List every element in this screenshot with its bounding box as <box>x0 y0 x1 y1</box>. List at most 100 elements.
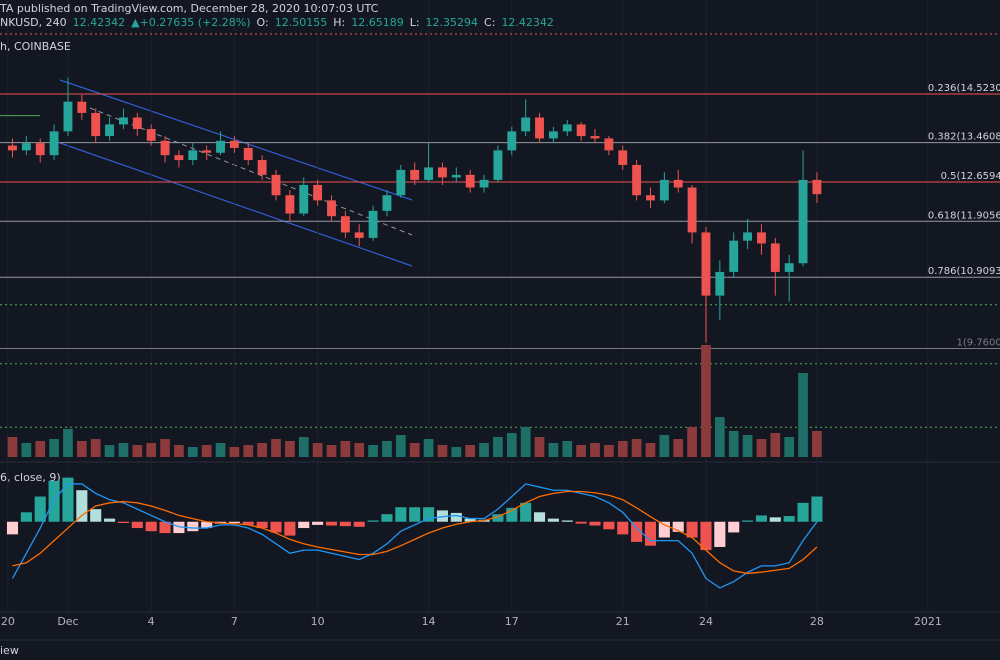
volume-bar <box>701 345 711 457</box>
quote-item: 12.35294 <box>425 16 479 29</box>
volume-bar <box>645 443 656 457</box>
fib-label: 0.786(10.90934) <box>928 266 1000 277</box>
macd-histogram-bar <box>256 521 268 529</box>
candle-body <box>410 169 420 180</box>
volume-bar <box>35 441 46 457</box>
macd-histogram-bar <box>395 507 407 522</box>
macd-histogram-bar <box>367 520 379 522</box>
candle-body <box>132 117 142 130</box>
volume-bar <box>354 443 365 457</box>
macd-histogram-bar <box>561 520 573 522</box>
macd-histogram-bar <box>353 521 365 527</box>
macd-histogram-bar <box>492 514 504 522</box>
footer-text: iew <box>0 644 19 657</box>
x-tick-label: 7 <box>231 615 238 628</box>
volume-bar <box>812 431 822 457</box>
candle-body <box>535 117 544 139</box>
candle-body <box>618 150 628 165</box>
macd-histogram-bar <box>728 521 740 533</box>
candle-body <box>770 243 780 272</box>
published: TA published on TradingView.com, Decembe… <box>0 2 379 15</box>
volume-bar <box>243 445 254 457</box>
candle-body <box>77 101 87 113</box>
volume-bar <box>479 443 489 457</box>
candle-body <box>243 147 253 161</box>
x-tick-label: 10 <box>311 615 325 628</box>
volume-bar <box>174 445 184 457</box>
candle-body <box>673 179 683 188</box>
quote-item: ▲+0.27635 (+2.28%) <box>131 16 251 29</box>
macd-histogram-bar <box>742 520 754 522</box>
candle-body <box>812 179 822 195</box>
volume-bar <box>63 429 73 457</box>
volume-bar <box>7 437 18 457</box>
quote-item: H: <box>333 16 346 29</box>
macd-histogram-bar <box>34 496 46 522</box>
volume-bar <box>298 437 309 457</box>
quote-item: NKUSD, 240 <box>0 16 67 29</box>
volume-bar <box>368 445 378 457</box>
macd-line <box>11 483 818 589</box>
candle-body <box>507 131 517 151</box>
macd-label: 6, close, 9) <box>0 471 61 484</box>
macd-histogram-bar <box>187 521 199 532</box>
macd-histogram-bar <box>769 517 781 522</box>
candle-body <box>35 143 45 156</box>
candle-body <box>701 232 711 296</box>
volume-bar <box>409 443 420 457</box>
candle-body <box>521 117 531 132</box>
quote-line: NKUSD, 240 12.42342 ▲+0.27635 (+2.28%) O: 12… <box>0 16 560 29</box>
macd-histogram-bar <box>228 521 240 523</box>
volume-bar <box>104 445 115 457</box>
fib-label: 0.236(14.52307) <box>928 83 1000 94</box>
volume-bar <box>285 441 295 457</box>
volume-bar <box>312 443 323 457</box>
macd-histogram-bar <box>20 512 32 522</box>
candle-body <box>340 216 350 233</box>
volume-bar <box>76 441 87 457</box>
volume-bar <box>132 445 143 457</box>
candle-body <box>590 136 600 139</box>
candle-body <box>715 271 725 296</box>
quote-item: 12.42342 <box>501 16 554 29</box>
x-tick-label: 2021 <box>914 615 942 628</box>
candle-body <box>119 117 128 125</box>
candle-body <box>368 210 378 238</box>
macd-histogram-bar <box>90 509 102 522</box>
macd-histogram-bar <box>409 507 421 522</box>
fib-label: 0.618(11.90568) <box>928 210 1000 221</box>
candle-body <box>659 179 669 201</box>
volume-bar <box>548 443 559 457</box>
macd-histogram-bar <box>242 521 254 525</box>
x-tick-label: 14 <box>422 615 436 628</box>
macd-histogram-bar <box>62 477 74 522</box>
candle-body <box>146 129 156 141</box>
volume-bar <box>465 445 476 457</box>
volume-bar <box>118 443 129 457</box>
candle-body <box>174 155 184 161</box>
macd-histogram-bar <box>631 521 643 542</box>
macd-histogram-bar <box>658 521 670 538</box>
macd-histogram-bar <box>755 515 767 522</box>
volume-bar <box>160 439 170 457</box>
macd-histogram-bar <box>145 521 157 532</box>
macd-histogram-bar <box>339 521 351 527</box>
candle-body <box>632 164 642 196</box>
macd-histogram-bar <box>464 518 476 522</box>
volume-bar <box>756 439 767 457</box>
macd-histogram-bar <box>700 521 712 551</box>
channel-lower <box>59 142 413 267</box>
candle-body <box>493 150 503 180</box>
macd-histogram-bar <box>520 502 532 522</box>
candle-body <box>548 131 558 139</box>
volume-bar <box>90 439 101 457</box>
macd-histogram-bar <box>589 521 601 526</box>
candle-body <box>784 263 794 272</box>
macd-histogram-bar <box>575 521 587 524</box>
macd-histogram-bar <box>533 512 546 522</box>
quote-item: 12.65189 <box>351 16 404 29</box>
candle-body <box>465 174 475 188</box>
volume-bar <box>770 433 781 457</box>
candle-body <box>313 184 323 201</box>
